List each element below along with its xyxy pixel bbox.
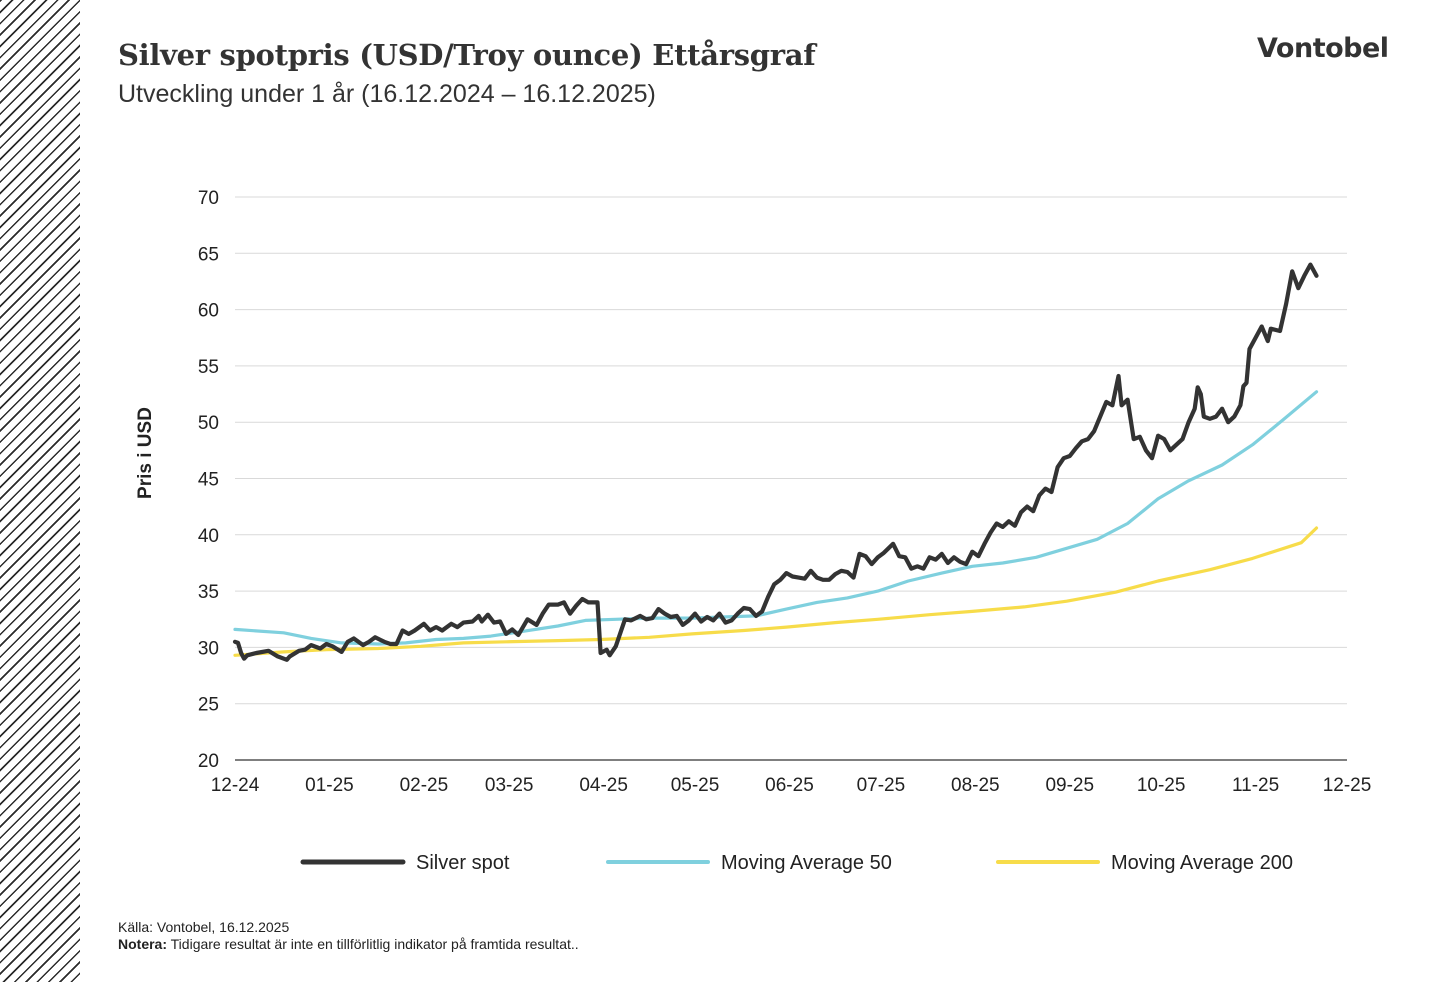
legend-label-moving-average-50: Moving Average 50 <box>721 852 892 874</box>
grid-lines <box>235 196 1347 761</box>
x-axis-ticks: 12-24 01-25 02-25 03-25 04-25 05-25 06-25 07-25… <box>211 775 1372 796</box>
y-axis-ticks: 20 25 30 35 40 45 50 55 60 65 70 <box>198 188 219 772</box>
y-tick-label: 30 <box>198 638 219 659</box>
x-tick-label: 12-24 <box>211 775 260 796</box>
series-line-silver-spot <box>232 262 1319 662</box>
x-tick-label: 06-25 <box>765 775 814 796</box>
y-tick-label: 45 <box>198 470 219 491</box>
chart-subtitle: Utveckling under 1 år (16.12.2024 – 16.1… <box>118 80 656 108</box>
vontobel-logo: Vontobel <box>1257 33 1389 64</box>
x-tick-label: 07-25 <box>857 775 906 796</box>
x-tick-label: 04-25 <box>579 775 628 796</box>
y-tick-label: 35 <box>198 582 219 603</box>
legend: Silver spot Moving Average 50 Moving Avera… <box>300 852 1293 874</box>
source-line: Källa: Vontobel, 16.12.2025 <box>118 919 290 935</box>
y-tick-label: 70 <box>198 188 219 209</box>
legend-label-moving-average-200: Moving Average 200 <box>1111 852 1293 874</box>
x-tick-label: 11-25 <box>1232 775 1279 796</box>
x-tick-label: 05-25 <box>671 775 720 796</box>
chart-title: Silver spotpris (USD/Troy ounce) Ettårsg… <box>118 38 816 72</box>
y-tick-label: 20 <box>198 751 219 772</box>
y-tick-label: 40 <box>198 526 219 547</box>
x-tick-label: 10-25 <box>1137 775 1186 796</box>
note-text: Tidigare resultat är inte en tillförlitl… <box>167 936 579 952</box>
source-note: Källa: Vontobel, 16.12.2025 Notera: Tidi… <box>118 919 579 953</box>
x-tick-label: 03-25 <box>485 775 534 796</box>
y-axis-label: Pris i USD <box>135 407 156 499</box>
y-tick-label: 25 <box>198 695 219 716</box>
disclaimer-line: Notera: Tidigare resultat är inte en til… <box>118 936 579 953</box>
x-tick-label: 09-25 <box>1045 775 1094 796</box>
x-tick-label: 12-25 <box>1323 775 1372 796</box>
y-tick-label: 65 <box>198 244 219 265</box>
line-chart: 20 25 30 35 40 45 50 55 60 65 70 12-24 01-25 02-25 03… <box>135 188 1372 874</box>
series-lines <box>232 262 1319 662</box>
x-tick-label: 01-25 <box>305 775 354 796</box>
y-tick-label: 55 <box>198 357 219 378</box>
series-line-moving-average-50 <box>233 390 1319 646</box>
x-tick-label: 02-25 <box>400 775 449 796</box>
legend-label-silver-spot: Silver spot <box>416 852 510 874</box>
y-tick-label: 50 <box>198 413 219 434</box>
note-label: Notera: <box>118 936 168 952</box>
x-tick-label: 08-25 <box>951 775 1000 796</box>
y-tick-label: 60 <box>198 301 219 322</box>
hatched-side-band <box>0 0 80 982</box>
series-line-moving-average-200 <box>233 526 1319 657</box>
